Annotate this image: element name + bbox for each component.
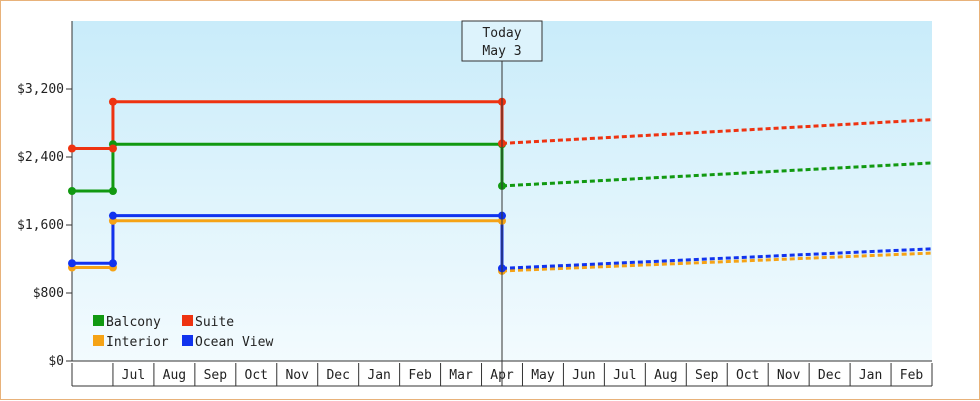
y-tick-label: $800 xyxy=(33,286,64,301)
month-label: Feb xyxy=(900,368,924,383)
legend-swatch-suite xyxy=(182,315,193,326)
legend-label-ocean-view: Ocean View xyxy=(195,335,273,350)
y-tick-label: $3,200 xyxy=(17,82,64,97)
data-point-balcony xyxy=(108,187,117,195)
month-label: Jul xyxy=(613,368,636,383)
legend-label-suite: Suite xyxy=(195,315,234,330)
y-tick-label: $2,400 xyxy=(17,150,64,165)
month-label: Sep xyxy=(204,368,228,383)
today-box xyxy=(461,20,543,62)
data-point-ocean-view xyxy=(108,211,117,220)
month-label: Aug xyxy=(163,368,186,383)
legend-swatch-balcony xyxy=(93,315,104,326)
month-label: Oct xyxy=(736,368,759,383)
month-label: Mar xyxy=(449,368,473,383)
month-label: Nov xyxy=(777,368,801,383)
month-label: Sep xyxy=(695,368,719,383)
legend-swatch-ocean-view xyxy=(182,335,193,346)
month-label: Nov xyxy=(285,368,309,383)
month-label: Aug xyxy=(654,368,677,383)
month-label: May xyxy=(531,368,555,383)
month-label: Dec xyxy=(818,368,841,383)
month-label: Jul xyxy=(122,368,145,383)
month-label: Jan xyxy=(367,368,390,383)
data-point-suite xyxy=(108,144,117,153)
y-tick-label: $1,600 xyxy=(17,218,64,233)
month-label: Jan xyxy=(859,368,882,383)
legend-label-interior: Interior xyxy=(106,335,169,350)
month-label: Oct xyxy=(245,368,268,383)
month-label: Feb xyxy=(408,368,432,383)
legend-swatch-interior xyxy=(93,335,104,346)
month-label: Jun xyxy=(572,368,595,383)
y-tick-label: $0 xyxy=(48,354,64,369)
month-label: Dec xyxy=(326,368,349,383)
data-point-ocean-view xyxy=(68,259,76,268)
today-date: May 3 xyxy=(482,44,521,59)
data-point-suite xyxy=(68,144,76,153)
legend-label-balcony: Balcony xyxy=(106,315,161,330)
data-point-suite xyxy=(108,97,117,106)
data-point-ocean-view xyxy=(108,259,117,268)
today-label: Today xyxy=(482,26,521,41)
data-point-balcony xyxy=(68,187,76,195)
